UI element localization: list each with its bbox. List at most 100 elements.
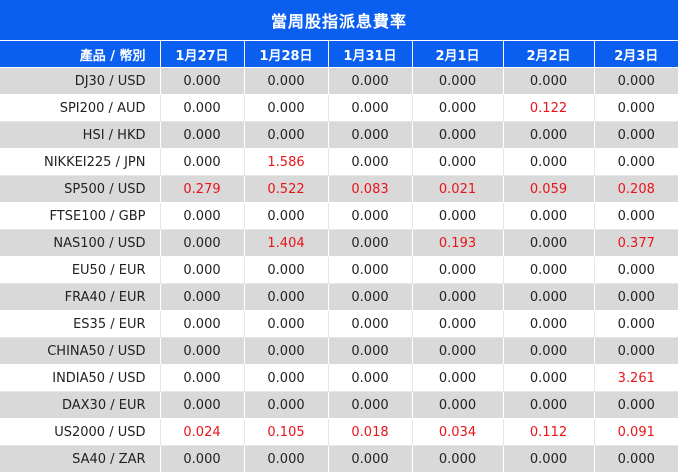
dividend-value-cell: 0.000	[411, 256, 504, 284]
dividend-value-cell: 0.193	[411, 229, 504, 257]
dividend-value-cell: 0.000	[327, 67, 413, 95]
dividend-value-cell: 0.000	[159, 229, 245, 257]
dividend-value-cell: 0.000	[159, 337, 245, 365]
dividend-value-cell: 0.000	[411, 148, 504, 176]
table-row: DJ30 / USD 0.000 0.000 0.000 0.000 0.000 0.000	[0, 67, 678, 95]
dividend-value-cell: 0.000	[411, 391, 504, 419]
dividend-value-cell: 1.404	[243, 229, 329, 257]
dividend-value-cell: 0.000	[327, 202, 413, 230]
dividend-value-cell: 0.000	[411, 364, 504, 392]
dividend-value-cell: 0.000	[243, 67, 329, 95]
dividend-value-cell: 0.208	[593, 175, 678, 203]
table-row: SP500 / USD 0.279 0.522 0.083 0.021 0.059 0.20…	[0, 175, 678, 203]
dividend-value-cell: 0.000	[243, 337, 329, 365]
dividend-value-cell: 0.000	[593, 256, 678, 284]
table-row: SPI200 / AUD 0.000 0.000 0.000 0.000 0.122 0.0…	[0, 94, 678, 122]
dividend-value-cell: 0.000	[502, 391, 595, 419]
dividend-value-cell: 0.000	[159, 94, 245, 122]
table-row: ES35 / EUR 0.000 0.000 0.000 0.000 0.000 0.000	[0, 310, 678, 338]
dividend-value-cell: 0.000	[411, 283, 504, 311]
table-row: SA40 / ZAR 0.000 0.000 0.000 0.000 0.000 0.000	[0, 445, 678, 473]
table-row: NIKKEI225 / JPN 0.000 1.586 0.000 0.000 0.000…	[0, 148, 678, 176]
dividend-value-cell: 0.000	[243, 310, 329, 338]
header-row: 產品 / 幣別 1月27日 1月28日 1月31日 2月1日 2月2日 2月3日	[0, 40, 678, 68]
product-symbol: SA40 / ZAR	[0, 445, 161, 473]
dividend-value-cell: 0.000	[593, 121, 678, 149]
dividend-value-cell: 0.522	[243, 175, 329, 203]
product-symbol: FRA40 / EUR	[0, 283, 161, 311]
dividend-value-cell: 0.000	[502, 283, 595, 311]
table-row: HSI / HKD 0.000 0.000 0.000 0.000 0.000 0.000	[0, 121, 678, 149]
dividend-value-cell: 0.000	[593, 445, 678, 473]
product-symbol: US2000 / USD	[0, 418, 161, 446]
dividend-value-cell: 0.000	[593, 94, 678, 122]
dividend-value-cell: 0.018	[327, 418, 413, 446]
table-row: FTSE100 / GBP 0.000 0.000 0.000 0.000 0.000 0.…	[0, 202, 678, 230]
dividend-value-cell: 0.000	[243, 283, 329, 311]
dividend-value-cell: 0.000	[593, 310, 678, 338]
dividend-value-cell: 0.000	[411, 202, 504, 230]
dividend-value-cell: 0.000	[159, 310, 245, 338]
product-symbol: CHINA50 / USD	[0, 337, 161, 365]
header-date: 2月2日	[502, 40, 595, 68]
dividend-value-cell: 0.000	[593, 283, 678, 311]
dividend-value-cell: 0.000	[411, 121, 504, 149]
dividend-value-cell: 0.000	[159, 67, 245, 95]
product-symbol: DAX30 / EUR	[0, 391, 161, 419]
dividend-value-cell: 0.000	[593, 391, 678, 419]
dividend-value-cell: 0.000	[502, 256, 595, 284]
dividend-value-cell: 0.000	[411, 67, 504, 95]
product-symbol: NAS100 / USD	[0, 229, 161, 257]
dividend-value-cell: 0.000	[159, 256, 245, 284]
dividend-value-cell: 0.000	[159, 121, 245, 149]
dividend-value-cell: 0.021	[411, 175, 504, 203]
dividend-value-cell: 0.377	[593, 229, 678, 257]
dividend-value-cell: 0.000	[327, 121, 413, 149]
table-row: DAX30 / EUR 0.000 0.000 0.000 0.000 0.000 0.00…	[0, 391, 678, 419]
product-symbol: SP500 / USD	[0, 175, 161, 203]
dividend-value-cell: 0.000	[327, 94, 413, 122]
dividend-value-cell: 0.000	[593, 202, 678, 230]
product-symbol: ES35 / EUR	[0, 310, 161, 338]
dividend-value-cell: 0.000	[502, 445, 595, 473]
dividend-value-cell: 0.000	[502, 148, 595, 176]
dividend-value-cell: 0.000	[502, 202, 595, 230]
dividend-value-cell: 0.000	[327, 391, 413, 419]
product-symbol: INDIA50 / USD	[0, 364, 161, 392]
dividend-value-cell: 0.000	[593, 337, 678, 365]
dividend-value-cell: 0.000	[593, 148, 678, 176]
dividend-value-cell: 0.122	[502, 94, 595, 122]
dividend-value-cell: 0.000	[243, 445, 329, 473]
dividend-value-cell: 0.000	[502, 310, 595, 338]
dividend-value-cell: 0.000	[593, 67, 678, 95]
dividend-value-cell: 0.059	[502, 175, 595, 203]
dividend-value-cell: 0.000	[243, 121, 329, 149]
table-header: 產品 / 幣別 1月27日 1月28日 1月31日 2月1日 2月2日 2月3日	[0, 40, 678, 68]
dividend-value-cell: 0.000	[159, 445, 245, 473]
dividend-value-cell: 0.000	[327, 148, 413, 176]
dividend-value-cell: 0.000	[327, 283, 413, 311]
dividend-value-cell: 0.000	[411, 445, 504, 473]
product-symbol: SPI200 / AUD	[0, 94, 161, 122]
dividend-value-cell: 0.000	[502, 337, 595, 365]
product-symbol: DJ30 / USD	[0, 67, 161, 95]
dividend-value-cell: 0.000	[243, 202, 329, 230]
dividend-value-cell: 0.000	[159, 283, 245, 311]
header-date: 2月3日	[593, 40, 678, 68]
dividend-value-cell: 0.000	[411, 94, 504, 122]
dividend-value-cell: 0.000	[243, 94, 329, 122]
dividend-value-cell: 0.024	[159, 418, 245, 446]
dividend-value-cell: 0.279	[159, 175, 245, 203]
header-date: 2月1日	[411, 40, 504, 68]
table-row: EU50 / EUR 0.000 0.000 0.000 0.000 0.000 0.000	[0, 256, 678, 284]
header-date: 1月28日	[243, 40, 329, 68]
dividend-value-cell: 0.000	[327, 445, 413, 473]
dividend-value-cell: 0.000	[327, 364, 413, 392]
product-symbol: NIKKEI225 / JPN	[0, 148, 161, 176]
table-row: CHINA50 / USD 0.000 0.000 0.000 0.000 0.000 0.…	[0, 337, 678, 365]
dividend-value-cell: 0.000	[243, 364, 329, 392]
dividend-value-cell: 0.083	[327, 175, 413, 203]
dividend-value-cell: 0.000	[327, 229, 413, 257]
dividend-value-cell: 0.000	[327, 337, 413, 365]
